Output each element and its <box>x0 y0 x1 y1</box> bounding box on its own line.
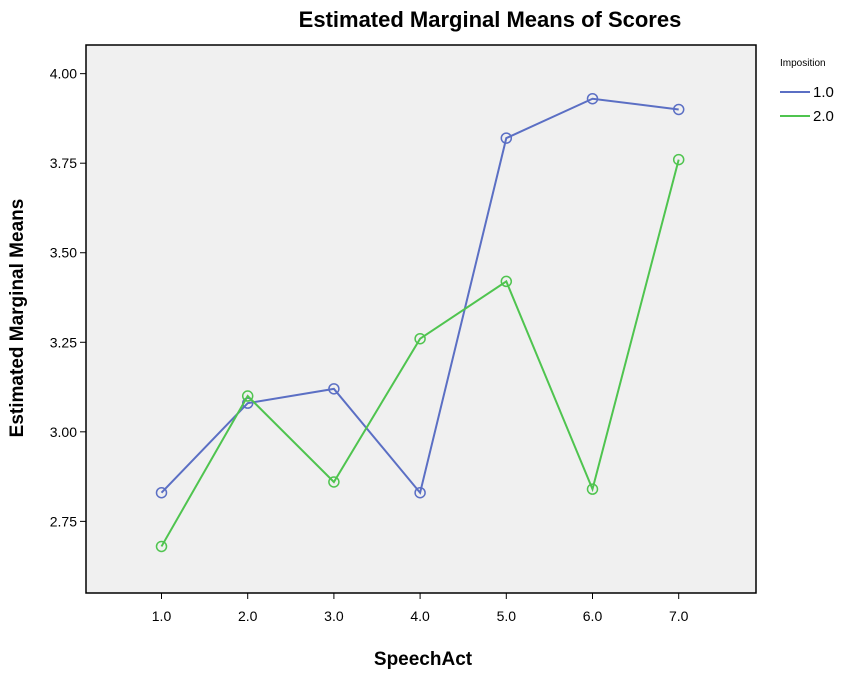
data-point <box>155 486 168 499</box>
y-tick-label: 3.50 <box>50 245 77 261</box>
data-point <box>672 153 685 166</box>
x-tick-label: 1.0 <box>152 608 172 624</box>
chart-title: Estimated Marginal Means of Scores <box>299 7 682 32</box>
legend-label: 1.0 <box>813 84 834 101</box>
x-tick-label: 5.0 <box>497 608 517 624</box>
x-tick-label: 7.0 <box>669 608 689 624</box>
data-point <box>500 275 513 288</box>
y-tick-label: 3.25 <box>50 334 77 350</box>
plot-area <box>85 44 757 594</box>
data-point <box>414 486 426 499</box>
data-point <box>500 132 513 144</box>
series-line-2.0 <box>160 159 680 547</box>
y-axis-title: Estimated Marginal Means <box>7 199 28 438</box>
series-line-1.0 <box>160 97 679 495</box>
legend: Imposition 1.0 2.0 <box>780 58 834 125</box>
data-point <box>586 92 599 105</box>
x-tick-label: 6.0 <box>583 608 603 624</box>
y-tick-label: 3.75 <box>50 155 77 171</box>
data-point <box>155 540 168 553</box>
y-tick-label: 2.75 <box>50 513 77 529</box>
y-tick-label: 3.00 <box>50 424 77 440</box>
legend-title: Imposition <box>780 58 826 69</box>
data-point <box>328 476 340 488</box>
y-tick-label: 4.00 <box>50 66 77 82</box>
data-point <box>586 483 599 495</box>
x-tick-label: 3.0 <box>324 608 344 624</box>
x-tick-label: 4.0 <box>410 608 430 624</box>
x-tick-label: 2.0 <box>238 608 258 624</box>
data-point <box>672 103 685 116</box>
y-axis-ticks: 2.75 3.00 3.25 3.50 3.75 4.00 <box>50 66 86 529</box>
series-layer <box>155 92 685 553</box>
data-point <box>414 332 426 345</box>
data-point <box>241 390 254 402</box>
x-axis-title: SpeechAct <box>374 649 473 670</box>
x-axis-ticks: 1.0 2.0 3.0 4.0 5.0 6.0 7.0 <box>152 593 689 624</box>
data-point <box>328 383 340 395</box>
legend-label: 2.0 <box>813 108 834 125</box>
